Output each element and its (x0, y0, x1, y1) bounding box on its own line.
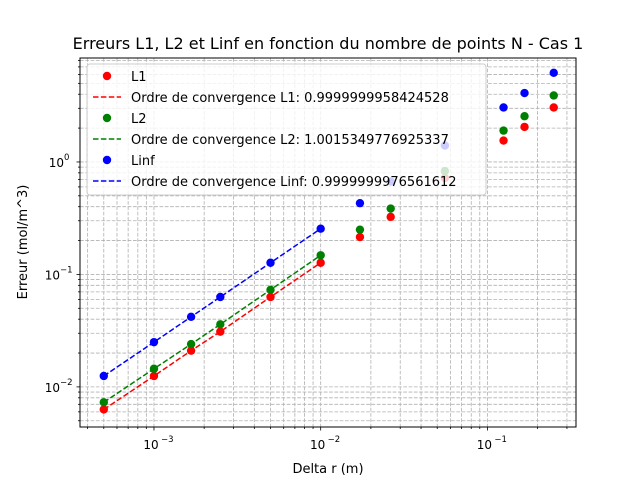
data-point (149, 371, 159, 381)
data-point (549, 103, 558, 112)
data-point (99, 371, 108, 381)
y-tick-label: 10 −2 (45, 378, 73, 395)
data-point (186, 339, 196, 349)
x-axis-label: Delta r (m) (292, 462, 363, 477)
y-axis-label: Erreur (mol/m^3) (16, 185, 31, 300)
data-point (266, 292, 275, 302)
data-point (216, 320, 225, 329)
data-point (149, 337, 159, 347)
x-tick-label: 10 −2 (310, 435, 340, 452)
convergence-line (103, 228, 322, 377)
data-point (216, 327, 225, 336)
data-point (266, 285, 275, 294)
axis-ticks: 10 −3 10 −2 10 −110 −210 −110 0 (45, 59, 568, 452)
legend-label: L1 (131, 70, 147, 85)
legend-box (86, 63, 487, 196)
data-point (520, 88, 529, 98)
data-point (186, 312, 196, 322)
data-point (549, 68, 558, 78)
data-point (386, 204, 395, 213)
legend: L1 Ordre de convergence L1: 0.99999999584… (86, 63, 487, 196)
x-tick-label-exp: −2 (328, 435, 341, 445)
convergence-line (103, 262, 322, 411)
y-tick-label-exp: 0 (64, 153, 69, 163)
data-point (216, 292, 225, 302)
legend-label: Ordre de convergence Linf: 0.99999999765… (131, 175, 457, 190)
data-point (99, 398, 108, 407)
data-point (99, 405, 108, 414)
data-point (549, 91, 558, 100)
data-point (316, 251, 325, 260)
y-tick-label-base: 10 (45, 268, 60, 282)
data-point (355, 225, 365, 234)
x-tick-label-base: 10 (310, 438, 325, 452)
data-point (520, 122, 529, 132)
x-tick-label-exp: −1 (494, 435, 507, 445)
data-point (149, 364, 159, 373)
y-tick-label: 10 0 (49, 153, 70, 170)
data-point (386, 212, 395, 222)
legend-label: Linf (131, 154, 155, 169)
legend-label: Ordre de convergence L1: 0.9999999958424… (131, 91, 449, 106)
y-tick-label-exp: −1 (60, 265, 73, 275)
data-point (266, 258, 275, 267)
data-point (520, 112, 529, 121)
x-tick-label-exp: −3 (161, 435, 174, 445)
legend-label: Ordre de convergence L2: 1.0015349776925… (131, 133, 449, 148)
data-point (186, 346, 196, 355)
x-tick-label-base: 10 (143, 438, 158, 452)
chart-title: Erreurs L1, L2 et Linf en fonction du no… (73, 34, 584, 53)
legend-marker (102, 113, 112, 123)
y-tick-label: 10 −1 (45, 265, 73, 282)
y-tick-label-base: 10 (49, 156, 64, 170)
x-tick-label: 10 −3 (143, 435, 173, 452)
data-point (355, 198, 365, 208)
legend-label: L2 (131, 112, 147, 127)
x-tick-label-base: 10 (477, 438, 492, 452)
data-point (499, 126, 508, 135)
convergence-line (103, 254, 322, 403)
x-tick-label: 10 −1 (477, 435, 507, 452)
legend-marker (102, 71, 112, 81)
data-point (499, 136, 508, 145)
plot-frame (79, 57, 577, 428)
data-point (355, 232, 365, 242)
legend-marker (102, 155, 112, 165)
y-tick-label-base: 10 (45, 381, 60, 395)
data-point (316, 258, 325, 267)
y-tick-label-exp: −2 (60, 378, 73, 388)
data-point (499, 103, 508, 112)
data-point (316, 224, 325, 233)
